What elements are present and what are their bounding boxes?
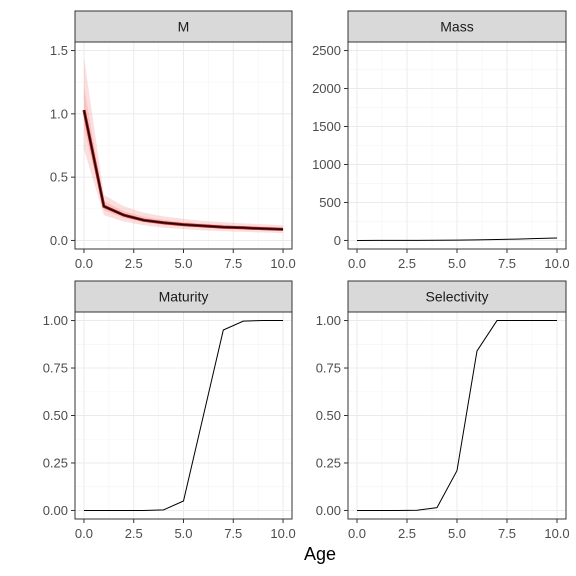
facet-panel-2: Mass 0.0 2.5 5.0 7.5 10.0 0 500 1000 1500 2000 2500 [312,10,570,271]
x-tick-label: 10.0 [270,256,295,271]
facet-panel-1: M 0.0 2.5 5.0 7.5 10.0 0.0 0.5 1.0 1.5 [50,10,296,271]
y-tick-label: 0.00 [316,503,341,518]
x-tick-label: 5.0 [448,256,466,271]
y-tick-label: 1.00 [316,313,341,328]
x-tick-label: 5.0 [448,526,466,541]
x-tick-label: 2.5 [125,526,143,541]
x-tick-label: 0.0 [75,256,93,271]
facet-strip-label: Mass [440,19,473,35]
y-tick-label: 0.5 [50,170,68,185]
series-line [83,320,284,511]
x-tick-label: 2.5 [398,526,416,541]
x-tick-label: 10.0 [544,526,569,541]
series-line [356,237,558,241]
y-tick-label: 0.50 [43,408,68,423]
facet-strip [347,280,567,313]
series-line [83,109,284,230]
y-tick-label: 0.25 [43,455,68,470]
facet-strip-label: Selectivity [425,289,488,305]
y-tick-label: 0.50 [316,408,341,423]
y-tick-label: 0.0 [50,233,68,248]
facet-strip-label: Maturity [159,289,209,305]
x-tick-label: 10.0 [270,526,295,541]
y-tick-label: 1.00 [43,313,68,328]
facet-strip [74,280,293,313]
y-tick-label: 1.5 [50,43,68,58]
x-tick-label: 2.5 [398,256,416,271]
y-tick-label: 500 [319,195,341,210]
x-tick-label: 0.0 [75,526,93,541]
y-tick-label: 0.75 [43,361,68,376]
facet-strip [74,10,293,43]
x-tick-label: 2.5 [125,256,143,271]
y-tick-label: 0 [334,233,341,248]
x-tick-label: 0.0 [348,256,366,271]
y-tick-label: 0.75 [316,361,341,376]
facet-strip [347,10,567,43]
series-line [357,320,557,511]
x-tick-label: 7.5 [224,526,242,541]
facet-strip-label: M [178,19,190,35]
facet-panel-3: Maturity 0.0 2.5 5.0 7.5 10.0 0.00 0.25 0.50 0.75… [43,280,296,541]
y-tick-label: 0.25 [316,455,341,470]
x-tick-label: 5.0 [174,526,192,541]
x-tick-label: 10.0 [544,256,569,271]
y-tick-label: 1.0 [50,106,68,121]
x-tick-label: 7.5 [498,256,516,271]
y-tick-label: 2500 [312,43,341,58]
x-tick-label: 5.0 [174,256,192,271]
x-tick-label: 7.5 [224,256,242,271]
x-tick-label: 0.0 [348,526,366,541]
y-tick-label: 2000 [312,81,341,96]
y-tick-label: 0.00 [43,503,68,518]
y-tick-label: 1000 [312,157,341,172]
y-tick-label: 1500 [312,119,341,134]
x-axis-title: Age [304,544,336,564]
x-tick-label: 7.5 [498,526,516,541]
facet-panel-4: Selectivity 0.0 2.5 5.0 7.5 10.0 0.00 0.25 0.50 0… [316,280,570,541]
